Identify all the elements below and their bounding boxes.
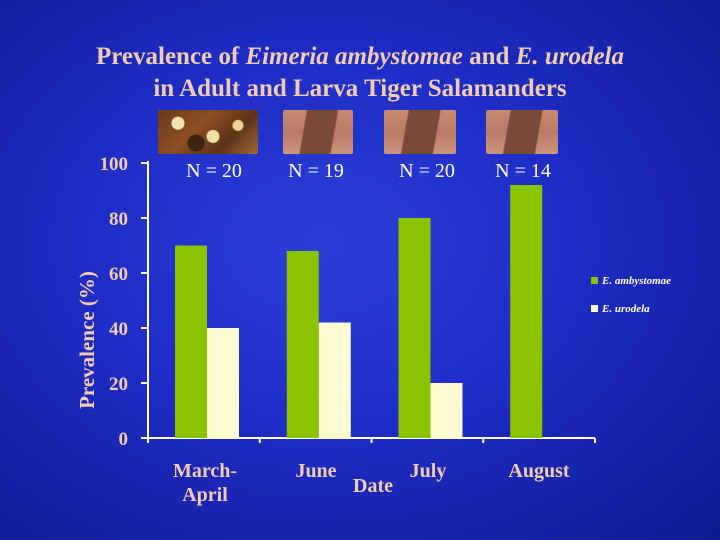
larva-salamander-photo [384,110,456,154]
x-category-label: August [508,460,569,482]
bar [430,383,463,438]
y-tick-label: 0 [119,429,129,450]
y-tick-label: 80 [109,209,128,230]
bar [175,245,207,438]
y-axis-label: Prevalence (%) [75,271,99,409]
x-axis-label: Date [353,475,393,497]
legend-label: E. ambystomae [601,275,671,287]
y-tick-label: 40 [109,319,128,340]
x-category-label: July [410,460,447,482]
sample-size-label: N = 14 [495,160,551,182]
bar [286,251,319,438]
sample-size-label: N = 20 [186,160,242,182]
x-category-label: June [295,460,336,482]
larva-salamander-photo [283,110,353,154]
legend-swatch [591,305,598,312]
bar [318,322,351,438]
legend-label: E. urodela [601,303,650,315]
larva-salamander-photo [486,110,558,154]
adult-salamander-photo [158,110,258,154]
legend-swatch [591,277,598,284]
sample-size-label: N = 20 [399,160,455,182]
chart-title-line-1: Prevalence of Eimeria ambystomae and E. … [95,43,624,70]
y-tick-label: 60 [109,264,128,285]
y-tick-label: 20 [109,374,128,395]
x-category-label: March-April [173,460,237,506]
chart-title-line-2: in Adult and Larva Tiger Salamanders [153,75,567,102]
y-tick-label: 100 [100,154,129,175]
bar [510,185,543,438]
sample-size-label: N = 19 [288,160,344,182]
bar [207,328,239,438]
bar [398,218,431,438]
